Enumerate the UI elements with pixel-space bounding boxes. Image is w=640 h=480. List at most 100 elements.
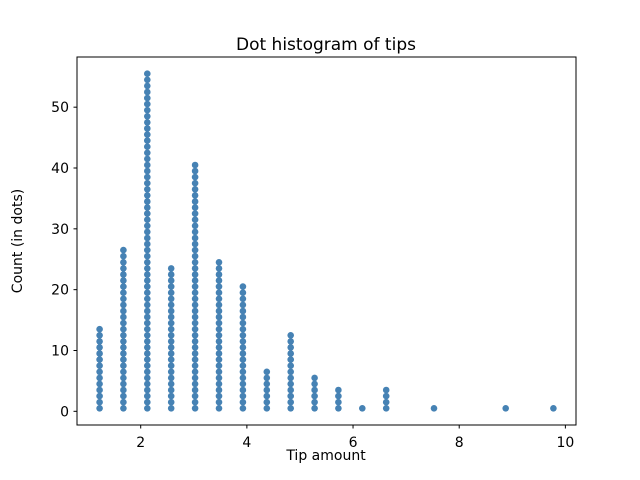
dot — [120, 368, 127, 376]
dot — [144, 289, 151, 297]
dot — [263, 368, 271, 376]
dot — [382, 386, 390, 394]
dot — [215, 301, 223, 309]
dot — [287, 332, 295, 339]
dot — [144, 344, 151, 351]
dot — [167, 289, 175, 297]
dot — [144, 179, 151, 187]
dot — [191, 161, 199, 169]
dot — [287, 380, 295, 388]
dot — [167, 265, 175, 272]
dot — [311, 380, 318, 388]
dot — [239, 319, 247, 327]
dot — [120, 344, 127, 351]
dot — [96, 332, 103, 339]
dot — [287, 338, 295, 345]
dot — [239, 301, 247, 309]
dot — [191, 216, 199, 223]
dot — [144, 313, 151, 321]
plot-area — [76, 56, 577, 426]
dot — [96, 356, 103, 363]
dot — [550, 405, 557, 412]
y-axis-ticks: 0 10 20 30 40 50 — [51, 100, 77, 420]
dot — [167, 344, 175, 351]
dot — [120, 246, 127, 254]
dot — [167, 301, 175, 309]
dot — [191, 222, 199, 230]
dot — [239, 386, 247, 394]
dot — [502, 405, 510, 412]
dot — [215, 289, 223, 297]
y-tick-label: 0 — [60, 404, 69, 420]
dot — [191, 259, 199, 266]
dot-column — [239, 283, 247, 412]
dot-column — [430, 405, 438, 412]
dot — [191, 289, 199, 297]
dot — [144, 271, 151, 278]
dot — [191, 228, 199, 236]
dot — [191, 204, 199, 211]
dot — [191, 283, 199, 290]
dot — [144, 113, 151, 120]
dot — [287, 362, 295, 370]
dot — [215, 307, 223, 315]
dot — [96, 392, 103, 400]
dot — [144, 386, 151, 394]
dot — [144, 240, 151, 248]
dot — [144, 350, 151, 357]
dot — [96, 380, 103, 388]
dot — [191, 277, 199, 284]
dot — [167, 350, 175, 357]
dot — [215, 350, 223, 357]
dot — [263, 405, 271, 412]
dot — [144, 398, 151, 406]
dot — [96, 344, 103, 351]
dot — [120, 283, 127, 290]
dot — [144, 76, 151, 84]
dot — [191, 332, 199, 339]
dot — [144, 149, 151, 157]
dot — [239, 374, 247, 382]
y-tick-label: 40 — [51, 161, 69, 177]
dot — [167, 356, 175, 363]
dot — [215, 338, 223, 345]
dot — [144, 265, 151, 272]
y-axis-label: Count (in dots) — [10, 189, 26, 293]
dot — [239, 332, 247, 339]
dot-column — [287, 332, 295, 412]
dot — [120, 356, 127, 363]
dot — [287, 344, 295, 351]
dot — [144, 356, 151, 363]
dot-column — [215, 259, 223, 412]
dot — [191, 179, 199, 187]
dot — [191, 344, 199, 351]
dot — [239, 362, 247, 370]
dot — [144, 368, 151, 376]
dot — [215, 265, 223, 272]
dot — [215, 295, 223, 303]
dot — [120, 277, 127, 284]
dot — [144, 222, 151, 230]
dot — [144, 137, 151, 144]
dot — [144, 131, 151, 138]
dot — [167, 277, 175, 284]
dot — [430, 405, 438, 412]
dot — [144, 392, 151, 400]
dot-column — [335, 386, 342, 412]
x-axis-label: Tip amount — [285, 448, 366, 464]
dot — [215, 332, 223, 339]
dot — [144, 332, 151, 339]
dot — [191, 198, 199, 205]
dot — [239, 295, 247, 303]
dot — [120, 350, 127, 357]
dot — [144, 234, 151, 242]
dot — [144, 173, 151, 181]
dot — [215, 283, 223, 290]
dot — [120, 398, 127, 406]
dot — [144, 259, 151, 266]
dot — [144, 70, 151, 77]
dot-column — [167, 265, 175, 412]
dot — [263, 398, 271, 406]
